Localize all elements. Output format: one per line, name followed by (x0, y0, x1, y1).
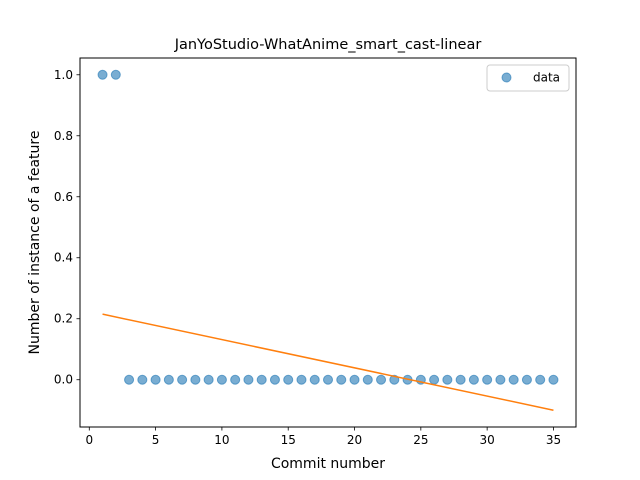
data-point (150, 374, 161, 385)
data-point (468, 374, 479, 385)
x-tick-label: 20 (347, 433, 362, 447)
legend: data (486, 64, 570, 92)
data-point (283, 374, 294, 385)
y-tick-label: 0.2 (54, 312, 73, 326)
data-point (548, 374, 559, 385)
chart-title: JanYoStudio-WhatAnime_smart_cast-linear (174, 37, 482, 53)
data-point (243, 374, 254, 385)
data-point (442, 374, 453, 385)
data-point (482, 374, 493, 385)
x-axis-ticks: 0 5 10 15 20 25 30 35 (85, 427, 561, 447)
data-point (508, 374, 519, 385)
data-point (269, 374, 280, 385)
y-tick-label: 0.0 (54, 373, 73, 387)
y-axis-label: Number of instance of a feature (27, 131, 43, 355)
legend-marker-data (501, 72, 512, 83)
data-point (455, 374, 466, 385)
data-marks (97, 69, 559, 411)
x-tick-label: 10 (214, 433, 229, 447)
data-point (349, 374, 360, 385)
plot-area (80, 58, 576, 427)
y-tick-label: 1.0 (54, 68, 73, 82)
data-point (521, 374, 532, 385)
data-point (137, 374, 148, 385)
x-tick-label: 0 (85, 433, 93, 447)
x-tick-label: 25 (413, 433, 428, 447)
x-tick-label: 35 (546, 433, 561, 447)
plot-frame (79, 57, 577, 428)
data-point (429, 374, 440, 385)
data-point (323, 374, 333, 385)
x-tick-label: 15 (281, 433, 296, 447)
data-point (256, 374, 267, 385)
data-point (110, 69, 121, 80)
data-point (124, 374, 135, 385)
data-point (309, 374, 320, 385)
x-tick-label: 30 (480, 433, 495, 447)
data-point (376, 374, 387, 385)
legend-box (486, 64, 570, 92)
data-point (230, 374, 241, 385)
data-point (190, 374, 201, 385)
y-tick-label: 0.6 (54, 190, 73, 204)
data-point (163, 374, 174, 385)
x-axis-label: Commit number (271, 456, 385, 472)
y-tick-label: 0.4 (54, 251, 73, 265)
data-point (216, 374, 227, 385)
data-point (535, 374, 546, 385)
data-point (495, 374, 506, 385)
x-tick-label: 5 (152, 433, 160, 447)
trend-line (102, 313, 554, 411)
legend-label-data: data (533, 71, 560, 85)
data-point (336, 374, 347, 385)
y-tick-label: 0.8 (54, 129, 73, 143)
data-point (296, 374, 307, 385)
data-point (362, 374, 373, 385)
data-point (97, 69, 108, 80)
data-point (203, 374, 214, 385)
y-axis-ticks: 0.0 0.2 0.4 0.6 0.8 1.0 (54, 68, 80, 387)
data-point (177, 374, 188, 385)
